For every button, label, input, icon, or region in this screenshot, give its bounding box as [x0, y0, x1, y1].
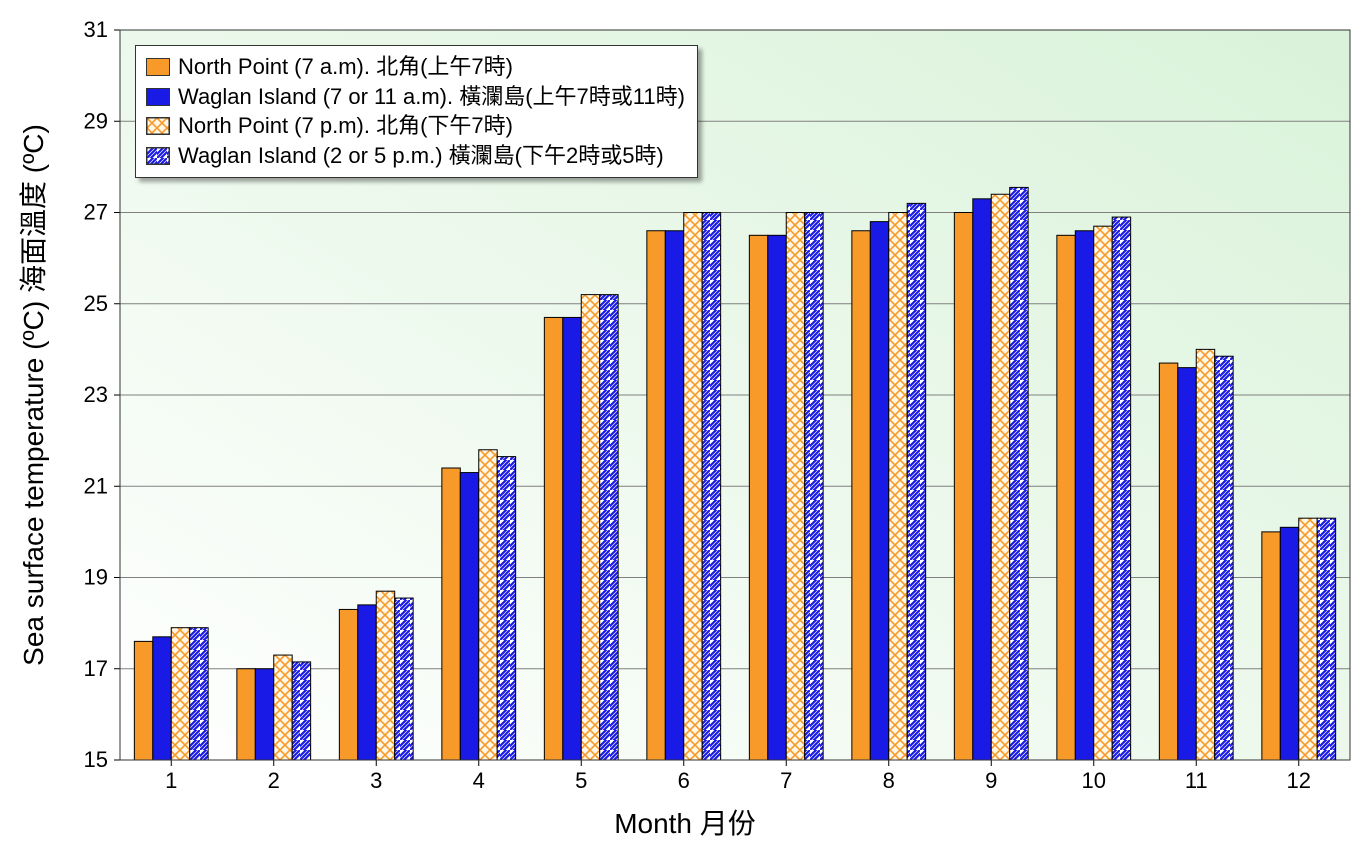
svg-text:31: 31 — [84, 17, 108, 42]
bar-np_pm — [889, 213, 907, 761]
svg-text:1: 1 — [165, 768, 177, 793]
y-axis-label: Sea surface temperature (ºC) 海面溫度 (ºC) — [12, 124, 52, 666]
bar-np_am — [544, 317, 562, 760]
bar-np_am — [134, 641, 152, 760]
svg-text:2: 2 — [268, 768, 280, 793]
svg-text:27: 27 — [84, 200, 108, 225]
bar-wi_am — [153, 637, 171, 760]
bar-np_am — [237, 669, 255, 760]
legend-item-wi_am: Waglan Island (7 or 11 a.m). 橫瀾島(上午7時或11… — [146, 82, 685, 112]
bar-np_pm — [274, 655, 292, 760]
bar-wi_am — [460, 473, 478, 760]
svg-text:15: 15 — [84, 747, 108, 772]
svg-text:23: 23 — [84, 382, 108, 407]
bar-wi_pm — [600, 295, 618, 760]
bar-np_pm — [1299, 518, 1317, 760]
bar-wi_pm — [805, 213, 823, 761]
bar-np_pm — [479, 450, 497, 760]
bar-np_pm — [171, 628, 189, 760]
svg-text:19: 19 — [84, 565, 108, 590]
svg-text:10: 10 — [1082, 768, 1106, 793]
bar-wi_pm — [292, 662, 310, 760]
bar-wi_am — [255, 669, 273, 760]
bar-np_am — [954, 213, 972, 761]
bar-wi_am — [1280, 527, 1298, 760]
bar-wi_pm — [190, 628, 208, 760]
bar-wi_pm — [497, 457, 515, 760]
bar-np_pm — [581, 295, 599, 760]
bar-wi_pm — [395, 598, 413, 760]
bar-wi_pm — [907, 203, 925, 760]
svg-text:21: 21 — [84, 473, 108, 498]
bar-np_am — [1057, 235, 1075, 760]
svg-text:5: 5 — [575, 768, 587, 793]
bar-np_am — [1159, 363, 1177, 760]
bar-wi_pm — [1010, 187, 1028, 760]
bar-np_pm — [991, 194, 1009, 760]
bar-wi_am — [563, 317, 581, 760]
legend-label: North Point (7 a.m). 北角(上午7時) — [178, 52, 513, 82]
svg-text:11: 11 — [1185, 768, 1208, 793]
bar-np_am — [749, 235, 767, 760]
legend-label: Waglan Island (2 or 5 p.m.) 橫瀾島(下午2時或5時) — [178, 141, 664, 171]
bar-wi_am — [665, 231, 683, 760]
x-axis-label: Month 月份 — [0, 802, 1370, 842]
legend-item-np_pm: North Point (7 p.m). 北角(下午7時) — [146, 111, 685, 141]
bar-wi_pm — [1317, 518, 1335, 760]
svg-text:9: 9 — [985, 768, 997, 793]
bar-np_pm — [376, 591, 394, 760]
bar-wi_am — [870, 222, 888, 760]
bar-np_am — [339, 609, 357, 760]
bar-wi_am — [358, 605, 376, 760]
bar-wi_pm — [1112, 217, 1130, 760]
legend-label: North Point (7 p.m). 北角(下午7時) — [178, 111, 513, 141]
sst-monthly-chart: Sea surface temperature (ºC) 海面溫度 (ºC) M… — [0, 0, 1370, 850]
bar-wi_pm — [1215, 356, 1233, 760]
bar-wi_am — [1178, 368, 1196, 760]
svg-text:29: 29 — [84, 108, 108, 133]
svg-text:17: 17 — [84, 656, 108, 681]
svg-text:12: 12 — [1287, 768, 1311, 793]
svg-text:7: 7 — [780, 768, 792, 793]
bar-wi_pm — [702, 213, 720, 761]
bar-np_pm — [684, 213, 702, 761]
svg-text:3: 3 — [370, 768, 382, 793]
bar-np_am — [852, 231, 870, 760]
bar-np_am — [442, 468, 460, 760]
svg-text:6: 6 — [678, 768, 690, 793]
bar-np_pm — [786, 213, 804, 761]
bar-np_pm — [1094, 226, 1112, 760]
svg-text:8: 8 — [883, 768, 895, 793]
legend-item-np_am: North Point (7 a.m). 北角(上午7時) — [146, 52, 685, 82]
legend-label: Waglan Island (7 or 11 a.m). 橫瀾島(上午7時或11… — [178, 82, 685, 112]
bar-np_am — [647, 231, 665, 760]
svg-text:25: 25 — [84, 291, 108, 316]
bar-np_pm — [1196, 349, 1214, 760]
bar-np_am — [1262, 532, 1280, 760]
legend-item-wi_pm: Waglan Island (2 or 5 p.m.) 橫瀾島(下午2時或5時) — [146, 141, 685, 171]
bar-wi_am — [1075, 231, 1093, 760]
bar-wi_am — [973, 199, 991, 760]
svg-text:4: 4 — [473, 768, 485, 793]
bar-wi_am — [768, 235, 786, 760]
legend: North Point (7 a.m). 北角(上午7時)Waglan Isla… — [135, 45, 698, 178]
